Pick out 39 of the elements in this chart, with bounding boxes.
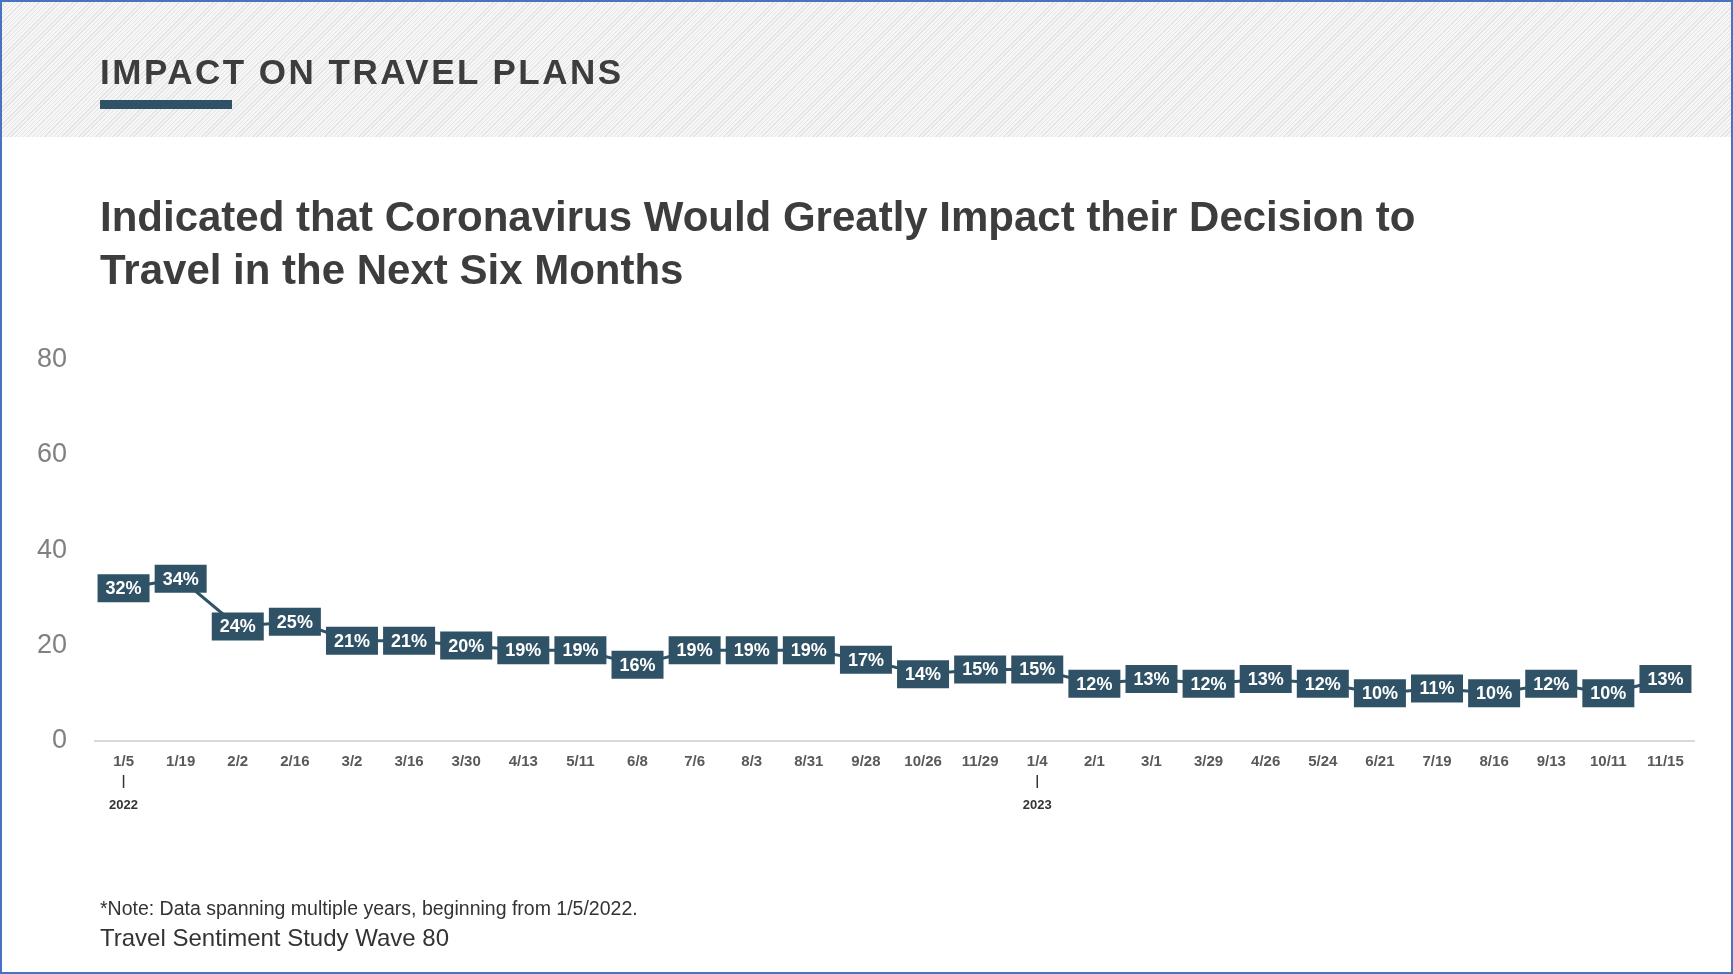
x-tick-label: 4/26 — [1251, 752, 1281, 770]
y-tick-label: 60 — [36, 438, 67, 469]
x-tick-label: 8/31 — [794, 752, 824, 770]
x-tick-label: 3/1 — [1141, 752, 1162, 770]
text: *Note: Data spanning multiple years, beginning from 1/5/2022. — [100, 896, 638, 921]
x-tick-label: 11/29 — [961, 752, 999, 770]
x-tick-label: 3/30 — [451, 752, 481, 770]
y-tick-label: 40 — [36, 533, 67, 564]
x-tick-label: 8/16 — [1479, 752, 1509, 770]
x-tick-label: 10/26 — [904, 752, 942, 770]
x-tick-label: 1/4 — [1026, 752, 1049, 770]
x-tick-label: 7/19 — [1422, 752, 1452, 770]
x-tick-label: 6/21 — [1365, 752, 1395, 770]
x-tick-label: 1/5 — [113, 752, 134, 770]
x-tick-label: 7/6 — [684, 752, 706, 770]
x-tick-label: 5/11 — [566, 752, 595, 770]
x-tick-label: 9/13 — [1536, 752, 1566, 770]
x-tick-label: 9/28 — [851, 752, 881, 770]
x-tick-label: 6/8 — [627, 752, 648, 770]
annotation: 2023 — [1022, 796, 1052, 812]
x-tick-label: 2/16 — [280, 752, 310, 770]
chart-subtitle: Indicated that Coronavirus Would Greatly Impact their Decision to Travel in the Next Six Months — [100, 192, 1417, 295]
x-tick-label: 3/29 — [1193, 752, 1224, 770]
x-tick-label: 10/11 — [1589, 752, 1627, 770]
text: Travel Sentiment Study Wave 80 — [100, 923, 451, 953]
x-tick-label: 2/2 — [227, 752, 249, 770]
x-tick-label: 1/19 — [166, 752, 196, 770]
y-tick-label: 20 — [36, 629, 67, 659]
annotation: 2022 — [109, 796, 139, 812]
x-tick-label: 4/13 — [508, 752, 538, 770]
x-tick-label: 5/24 — [1308, 752, 1339, 770]
x-tick-label: 3/16 — [394, 752, 424, 770]
x-tick-label: 11/15 — [1647, 752, 1684, 770]
x-tick-label: 3/2 — [341, 752, 363, 770]
y-tick-label: 80 — [36, 342, 67, 373]
x-tick-label: 8/3 — [741, 752, 763, 770]
x-tick-label: 2/1 — [1083, 752, 1105, 770]
chart-title: IMPACT ON TRAVEL PLANS — [100, 52, 624, 92]
y-tick-label: 0 — [51, 724, 67, 755]
